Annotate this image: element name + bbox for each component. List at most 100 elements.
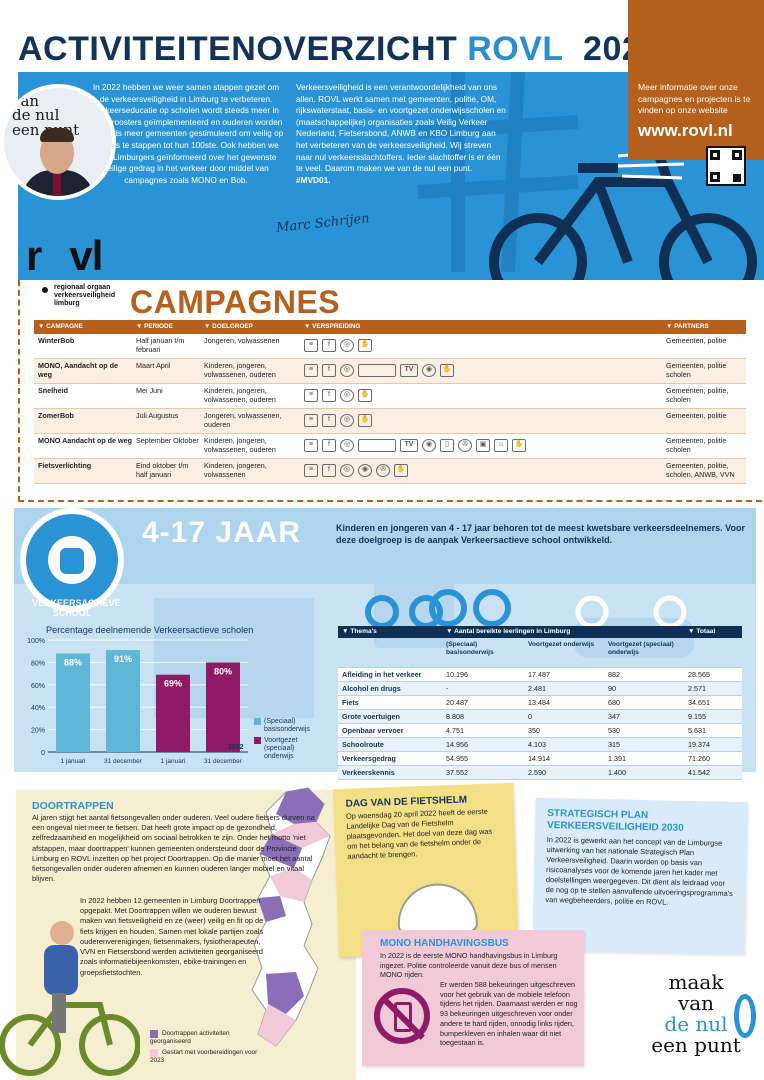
y-tick-label: 60% [31, 683, 45, 690]
qr-code-icon[interactable] [706, 146, 746, 186]
title-brand: ROVL [467, 30, 564, 68]
campagnes-table: ▼ CAMPAGNE ▼ PERIODE ▼ DOELGROEP ▼ VERSP… [34, 320, 746, 484]
bar-value-label: 91% [114, 654, 132, 664]
bus-icon [358, 364, 396, 377]
theme-value: 34.651 [688, 698, 710, 707]
campagne-doelgroep: Kinderen, jongeren, volwassenen, ouderen [204, 361, 276, 379]
rovl-logo-vl: vl [69, 232, 103, 279]
fietshelm-text: Op woensdag 20 april 2022 heeft de eerst… [345, 806, 493, 861]
badge-label: VERKEERSACTIEVE SCHOOL [32, 598, 121, 618]
table-header: ▼ CAMPAGNE ▼ PERIODE ▼ DOELGROEP ▼ VERSP… [34, 320, 746, 334]
theme-value: 530 [608, 726, 620, 735]
theme-value: - [446, 684, 449, 693]
campagne-doelgroep: Jongeren, volwassenen [204, 336, 280, 345]
campagne-doelgroep: Kinderen, jongeren, volwassenen [204, 461, 267, 479]
campagne-name: Snelheid [38, 386, 68, 395]
map-legend-1: Doortrappen activiteiten georganiseerd [150, 1030, 230, 1045]
theme-value: 19.374 [688, 740, 710, 749]
campagnes-frame [18, 280, 762, 502]
chart-bar [56, 653, 90, 752]
krant-icon: ≡ [304, 414, 318, 427]
legend-item: Voortgezet (speciaal) onderwijs [254, 737, 322, 761]
strategisch-text: In 2022 is gewerkt aan het concept van d… [545, 835, 733, 907]
title-main: ACTIVITEITENOVERZICHT [18, 30, 458, 68]
chart-bar [106, 650, 140, 752]
subheader-basis: (Speciaal) basisonderwijs [446, 641, 494, 656]
campagne-verspreiding: ≡ f ◎ ✋ [304, 414, 664, 427]
logo-line: van [677, 991, 715, 1015]
table-row: Fietsverlichting Eind oktober t/m half ja… [34, 459, 746, 484]
theme-value: 8.808 [446, 712, 464, 721]
campagne-periode: September Oktober [136, 436, 199, 445]
theme-name: Schoolroute [342, 740, 384, 749]
hand-icon: ✋ [358, 389, 372, 402]
themes-table-header: ▼ Thema's ▼ Aantal bereikte leerlingen i… [338, 626, 742, 638]
jeugd-intro: Kinderen en jongeren van 4 - 17 jaar beh… [336, 523, 745, 546]
mono-handhavingsbus-card: MONO HANDHAVINGSBUS In 2022 is de eerste… [362, 930, 584, 1066]
subheader-voortgezet: Voortgezet onderwijs [528, 641, 595, 648]
doortrappen-text-2: In 2022 hebben 12 gemeenten in Limburg D… [80, 896, 264, 977]
bike-helmet-icon [396, 882, 479, 936]
logo-line: een punt [651, 1033, 741, 1057]
theme-value: 14.914 [528, 754, 550, 763]
campagne-partners: Gemeenten, politie [666, 336, 727, 345]
map-legend-2: Gestart met voorbereidingen voor 2023 [150, 1048, 258, 1064]
x-tick-label: 1 januari [161, 758, 186, 765]
campagne-periode: Juli Augustus [136, 411, 179, 420]
theme-name: Verkeerskennis [342, 768, 395, 777]
campagne-verspreiding: ≡ f ◎ ✋ [304, 339, 664, 352]
radio-icon: ◉ [422, 439, 436, 452]
intro-hashtag: #MVD01. [296, 174, 331, 185]
header-periode: ▼ PERIODE [136, 323, 173, 330]
bus-icon [358, 439, 396, 452]
tv-icon: TV [400, 439, 418, 452]
radio-icon: ◉ [422, 364, 436, 377]
logo-line: de nul [664, 1012, 728, 1036]
table-row: Verkeersgedrag 54.955 14.914 1.391 71.260 [338, 752, 742, 766]
theme-value: 13.484 [528, 698, 550, 707]
campagne-name: MONO Aandacht op de weg [38, 436, 132, 445]
campagne-doelgroep: Kinderen, jongeren, volwassenen, ouderen [204, 386, 276, 404]
table-row: Verkeerskennis 37.552 2.590 1.400 41.542 [338, 766, 742, 780]
krant-icon: ≡ [304, 364, 318, 377]
map-legend: Doortrappen activiteiten georganiseerd G… [150, 1030, 260, 1064]
krant-icon: ≡ [304, 464, 318, 477]
themes-total-header: ▼ Totaal [688, 628, 716, 635]
hand-icon: ✋ [358, 414, 372, 427]
web-icon: ◎ [340, 439, 354, 452]
mono-text-1: In 2022 is de eerste MONO handhavingsbus… [380, 951, 558, 980]
table-row: WinterBob Half januari t/m februari Jonger… [34, 334, 746, 359]
table-row: Alcohol en drugs - 2.481 90 2.571 [338, 682, 742, 696]
theme-value: 14.956 [446, 740, 468, 749]
theme-value: 0 [528, 712, 532, 721]
theme-value: 41.542 [688, 768, 710, 777]
table-row: ZomerBob Juli Augustus Jongeren, volwassen… [34, 409, 746, 434]
x-tick-label: 31 december [204, 758, 243, 765]
subheader-voortgezet-speciaal: Voortgezet (speciaal) onderwijs [608, 641, 674, 656]
legend-item: (Speciaal) basisonderwijs [254, 718, 322, 734]
theme-value: 28.565 [688, 670, 710, 679]
web-icon: ◎ [340, 414, 354, 427]
website-info-box: Meer informatie over onze campagnes en p… [628, 0, 764, 160]
rovl-subtitle: regionaal orgaan verkeersveiligheid limb… [42, 284, 134, 308]
jeugd-title: 4-17 JAAR [142, 516, 302, 549]
chart-legend: (Speciaal) basisonderwijs Voortgezet (sp… [254, 718, 322, 761]
maak-van-de-nul-een-punt-logo: maak van de nul een punt [636, 972, 756, 1056]
header-verspreiding: ▼ VERSPREIDING [304, 323, 361, 330]
campagne-verspreiding: ≡ f ◎ ✋ [304, 389, 664, 402]
campagne-partners: Gemeenten, politie scholen [666, 361, 727, 379]
campagne-verspreiding: ≡ f ◎ TV ◉ ▯ ✇ ▣ ⌂ ✋ [304, 439, 664, 452]
header-partners: ▼ PARTNERS [666, 323, 709, 330]
facebook-icon: f [322, 439, 336, 452]
theme-value: 2.571 [688, 684, 706, 693]
intro-text-1: In 2022 hebben we weer samen stappen gez… [88, 82, 284, 185]
intro-text-2-body: Verkeersveiligheid is een verantwoordeli… [296, 82, 506, 174]
krant-icon: ≡ [304, 439, 318, 452]
theme-value: 4.103 [528, 740, 546, 749]
no-phone-icon [374, 988, 430, 1044]
hand-icon: ✋ [440, 364, 454, 377]
campagne-periode: Maart April [136, 361, 171, 370]
scherm-icon: ▯ [440, 439, 454, 452]
table-row: Afleiding in het verkeer 10.196 17.487 882 2… [338, 668, 742, 682]
website-link[interactable]: www.rovl.nl [638, 120, 733, 140]
